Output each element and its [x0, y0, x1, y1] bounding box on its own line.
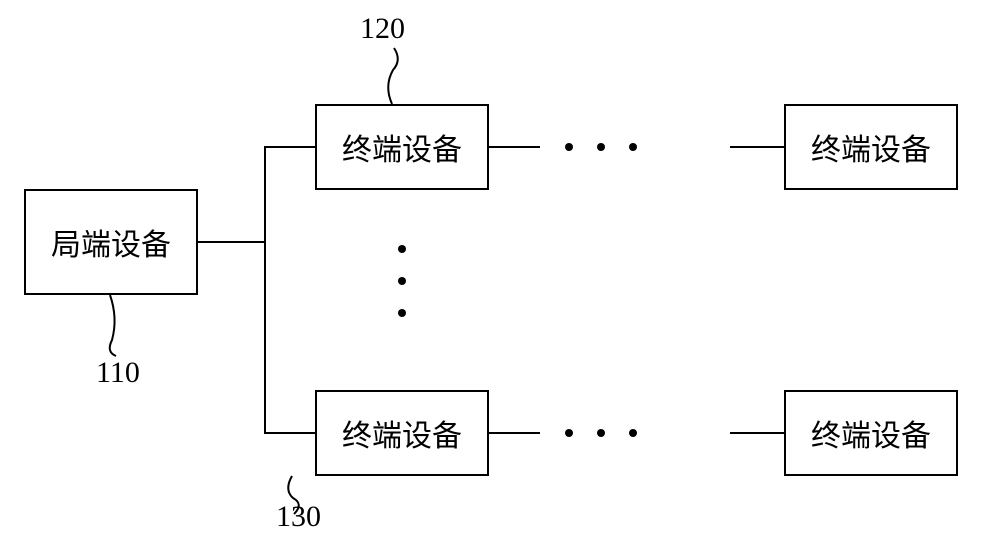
node-terminal-top-right: 终端设备 — [784, 104, 958, 190]
node-terminal-bottom-right: 终端设备 — [784, 390, 958, 476]
node-terminal-top-left-text: 终端设备 — [342, 125, 462, 169]
node-terminal-bottom-left: 终端设备 — [315, 390, 489, 476]
node-terminal-top-right-text: 终端设备 — [811, 125, 931, 169]
tag-110: 110 — [96, 356, 140, 390]
node-terminal-bottom-right-text: 终端设备 — [811, 411, 931, 455]
ellipsis-top-row — [565, 143, 637, 151]
node-terminal-bottom-left-text: 终端设备 — [342, 411, 462, 455]
ellipsis-mid-column — [398, 245, 406, 317]
tag-130: 130 — [276, 500, 321, 534]
ellipsis-bottom-row — [565, 429, 637, 437]
node-central-office: 局端设备 — [24, 189, 198, 295]
tag-120: 120 — [360, 12, 405, 46]
diagram-canvas: 局端设备 110 终端设备 120 终端设备 终端设备 130 终端设备 — [0, 0, 1000, 551]
node-terminal-top-left: 终端设备 — [315, 104, 489, 190]
node-central-office-text: 局端设备 — [51, 220, 171, 264]
